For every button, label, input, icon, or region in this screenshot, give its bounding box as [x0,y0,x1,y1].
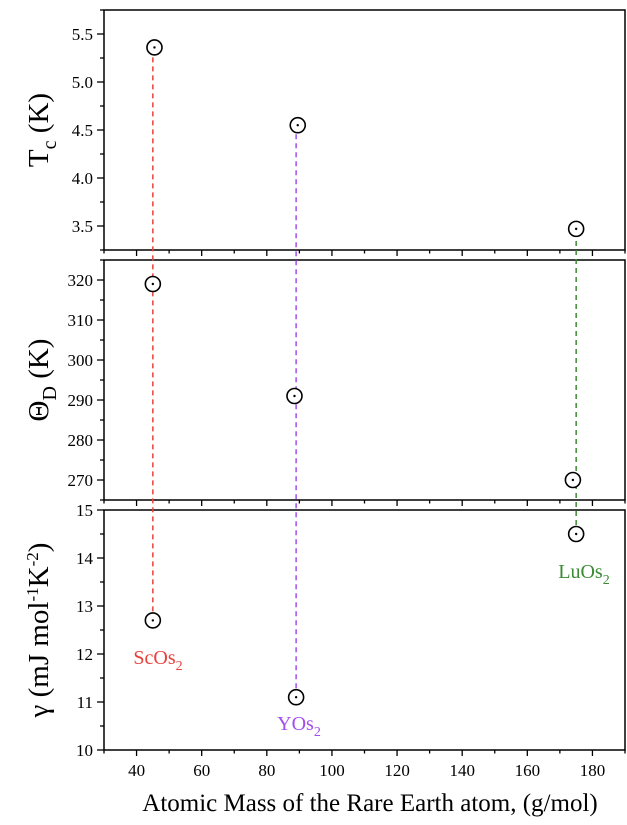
xtick-label-5: 140 [449,761,475,780]
point-center-tc-1 [296,124,299,127]
ylabel-gamma: γ (mJ mol-1K-2) [23,543,55,719]
ytick-label-gamma-4: 14 [76,549,94,568]
ytick-label-gamma-3: 13 [76,597,93,616]
dashed-guide-lines [152,47,577,698]
xtick-label-4: 120 [384,761,410,780]
ytick-label-thetad-3: 300 [68,351,94,370]
xtick-label-6: 160 [515,761,541,780]
ytick-label-tc-1: 4.0 [72,169,93,188]
ytick-label-gamma-1: 11 [77,693,93,712]
ylabel-gamma-sup2: -2 [23,552,42,566]
point-center-tc-0 [153,46,156,49]
ylabel-gamma-main: γ (mJ mol [23,602,55,719]
ytick-label-tc-4: 5.5 [72,25,93,44]
point-center-thetad-0 [151,282,155,286]
xtick-label-3: 100 [319,761,345,780]
ylabel-thetad-main: Θ [23,401,55,422]
ytick-label-gamma-0: 10 [76,741,93,760]
compound-label-scos2-main: ScOs [133,647,175,669]
panel-frame-gamma [103,509,626,751]
ytick-label-thetad-4: 310 [68,311,94,330]
panel-frames [103,9,626,751]
compound-label-yos2: YOs2 [277,713,321,740]
ylabel-gamma-sup1: -1 [23,587,42,601]
ytick-label-tc-0: 3.5 [72,217,93,236]
ylabel-tc-suffix: (K) [23,93,55,141]
compound-label-luos2: LuOs2 [558,561,609,588]
point-center-gamma-1 [294,696,298,699]
xlabel: Atomic Mass of the Rare Earth atom, (g/m… [142,790,597,817]
axis-ticks: 3.54.04.55.05.52702802903003103201011121… [68,9,626,780]
ytick-label-tc-2: 4.5 [72,121,93,140]
point-center-thetad-1 [293,394,296,398]
ylabel-thetad-sub: D [39,386,61,400]
ylabel-thetad-suffix: (K) [23,339,55,387]
ytick-label-tc-3: 5.0 [72,73,93,92]
point-center-gamma-2 [574,532,578,536]
ytick-label-gamma-2: 12 [76,645,93,664]
data-points [144,39,585,706]
compound-label-luos2-main: LuOs [558,561,603,583]
ytick-label-thetad-1: 280 [68,431,94,450]
xtick-label-0: 40 [128,761,145,780]
xtick-label-1: 60 [193,761,210,780]
xtick-label-2: 80 [258,761,275,780]
point-center-gamma-0 [151,619,155,622]
compound-label-scos2: ScOs2 [133,647,182,674]
compound-label-yos2-sub: 2 [314,725,321,740]
ytick-label-gamma-5: 15 [76,501,93,520]
ylabel-tc: Tc (K) [23,93,61,167]
panel-frame-tc [103,9,626,251]
compound-label-luos2-sub: 2 [603,573,610,588]
ylabel-tc-sub: c [39,140,61,149]
ytick-label-thetad-2: 290 [68,391,94,410]
compound-label-scos2-sub: 2 [176,659,183,674]
ylabel-gamma-suffix: ) [23,543,55,553]
point-center-tc-2 [574,227,578,231]
ylabel-gamma-mid: K [23,566,55,587]
ylabel-tc-main: T [23,149,55,167]
point-center-thetad-2 [571,478,575,482]
ylabel-thetad: ΘD (K) [23,339,61,422]
compound-label-yos2-main: YOs [277,713,314,735]
ytick-label-thetad-0: 270 [68,471,94,490]
xtick-label-7: 180 [580,761,606,780]
ytick-label-thetad-5: 320 [68,271,94,290]
panel-frame-thetad [103,259,626,501]
